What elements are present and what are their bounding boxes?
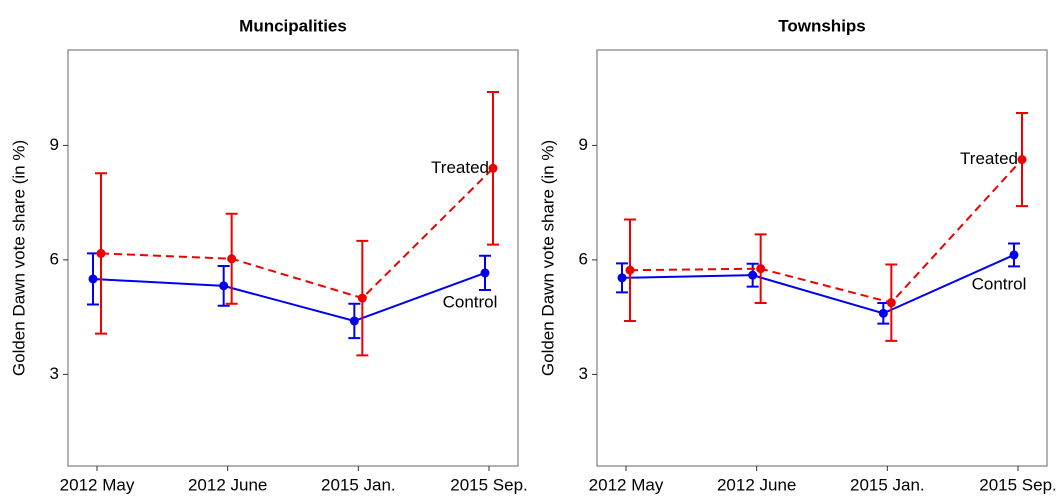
series-label: Control [972,274,1027,293]
x-tick-label: 2015 Sep. [450,475,528,494]
x-tick-label: 2012 June [717,475,796,494]
point [357,293,367,303]
point [878,308,888,318]
series-label: Control [443,292,498,311]
y-tick-label: 9 [579,135,588,154]
series-line [100,167,494,300]
point [227,254,237,264]
point [748,270,758,280]
x-tick-label: 2012 May [589,475,664,494]
series-line [629,158,1023,304]
point [480,268,490,278]
y-axis-label: Golden Dawn vote share (in %) [9,140,28,376]
series-label: Treated [431,158,489,177]
panel-title: Muncipalities [239,16,347,35]
point [96,248,106,258]
x-tick-label: 2015 Sep. [979,475,1057,494]
y-tick-label: 6 [579,249,588,268]
y-tick-label: 6 [50,249,59,268]
panel-title: Townships [778,16,866,35]
point [625,265,635,275]
x-tick-label: 2015 Jan. [850,475,925,494]
series-line [92,271,486,323]
point [1009,250,1019,260]
point [1017,155,1027,165]
y-tick-label: 3 [579,364,588,383]
point [349,316,359,326]
y-tick-label: 3 [50,364,59,383]
x-tick-label: 2015 Jan. [321,475,396,494]
point [88,274,98,284]
point [617,273,627,283]
series-line [621,254,1015,315]
x-tick-label: 2012 May [60,475,135,494]
y-axis-label: Golden Dawn vote share (in %) [538,140,557,376]
point [219,281,229,291]
series-label: Treated [960,149,1018,168]
plot-frame [67,49,519,467]
x-tick-label: 2012 June [188,475,267,494]
point [756,264,766,274]
point [488,163,498,173]
y-tick-label: 9 [50,135,59,154]
point [886,298,896,308]
plot-frame [596,49,1048,467]
